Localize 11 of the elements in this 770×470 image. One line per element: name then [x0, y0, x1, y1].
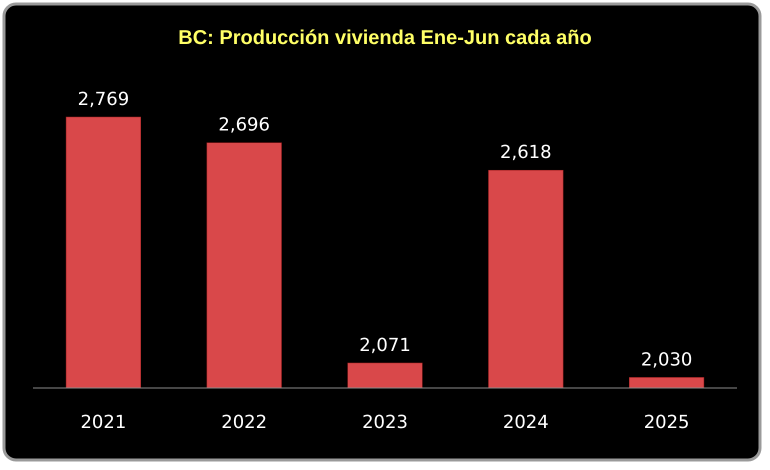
data-label: 2,030 — [640, 349, 692, 370]
x-tick-label: 2021 — [80, 412, 126, 433]
x-tick-label: 2023 — [362, 412, 408, 433]
x-tick-label: 2025 — [644, 412, 690, 433]
data-label: 2,618 — [500, 142, 552, 164]
data-label: 2,071 — [359, 334, 411, 356]
chart-title: BC: Producción vivienda Ene-Jun cada año — [178, 27, 592, 49]
data-label: 2,769 — [78, 89, 130, 110]
x-tick-label: 2024 — [502, 412, 549, 433]
data-label: 2,696 — [218, 114, 270, 136]
x-tick-label: 2022 — [221, 412, 268, 433]
